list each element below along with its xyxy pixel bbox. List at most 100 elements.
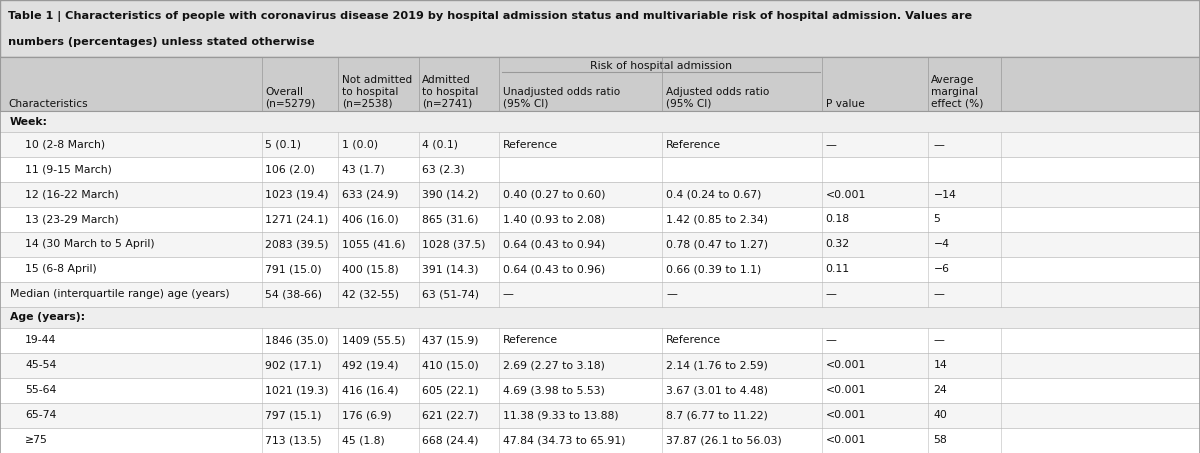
Text: 15 (6-8 April): 15 (6-8 April) (25, 264, 97, 275)
Text: 63 (2.3): 63 (2.3) (422, 164, 466, 175)
Text: 410 (15.0): 410 (15.0) (422, 360, 479, 371)
Bar (0, 328, 1200, 353)
Text: <0.001: <0.001 (826, 385, 866, 395)
Text: 176 (6.9): 176 (6.9) (342, 410, 391, 420)
Text: 58: 58 (934, 435, 947, 445)
Bar (0, 111, 1200, 132)
Text: 11 (9-15 March): 11 (9-15 March) (25, 164, 112, 175)
Text: 12 (16-22 March): 12 (16-22 March) (25, 189, 119, 200)
Text: 390 (14.2): 390 (14.2) (422, 189, 479, 200)
Text: 791 (15.0): 791 (15.0) (265, 264, 322, 275)
Text: 416 (16.4): 416 (16.4) (342, 385, 398, 395)
Text: 1028 (37.5): 1028 (37.5) (422, 239, 486, 250)
Text: 0.64 (0.43 to 0.94): 0.64 (0.43 to 0.94) (503, 239, 605, 250)
Text: 0.64 (0.43 to 0.96): 0.64 (0.43 to 0.96) (503, 264, 605, 275)
Bar (0, 0, 1200, 57)
Text: —: — (826, 140, 836, 150)
Text: 0.11: 0.11 (826, 264, 850, 275)
Text: 400 (15.8): 400 (15.8) (342, 264, 398, 275)
Text: 1021 (19.3): 1021 (19.3) (265, 385, 329, 395)
Text: 11.38 (9.33 to 13.88): 11.38 (9.33 to 13.88) (503, 410, 618, 420)
Text: 633 (24.9): 633 (24.9) (342, 189, 398, 200)
Text: <0.001: <0.001 (826, 360, 866, 371)
Text: Admitted
to hospital
(n=2741): Admitted to hospital (n=2741) (422, 75, 479, 109)
Text: 10 (2-8 March): 10 (2-8 March) (25, 140, 106, 150)
Text: —: — (934, 140, 944, 150)
Text: numbers (percentages) unless stated otherwise: numbers (percentages) unless stated othe… (8, 37, 316, 47)
Text: Adjusted odds ratio
(95% CI): Adjusted odds ratio (95% CI) (666, 87, 769, 109)
Text: 406 (16.0): 406 (16.0) (342, 214, 398, 225)
Text: 14: 14 (934, 360, 947, 371)
Text: 47.84 (34.73 to 65.91): 47.84 (34.73 to 65.91) (503, 435, 625, 445)
Text: 437 (15.9): 437 (15.9) (422, 335, 479, 346)
Text: —: — (934, 335, 944, 346)
Text: 13 (23-29 March): 13 (23-29 March) (25, 214, 119, 225)
Bar (0, 428, 1200, 453)
Text: ≥75: ≥75 (25, 435, 48, 445)
Text: 8.7 (6.77 to 11.22): 8.7 (6.77 to 11.22) (666, 410, 768, 420)
Text: —: — (503, 289, 514, 299)
Text: <0.001: <0.001 (826, 435, 866, 445)
Text: 4.69 (3.98 to 5.53): 4.69 (3.98 to 5.53) (503, 385, 605, 395)
Bar (0, 57, 1200, 111)
Bar (0, 403, 1200, 428)
Text: 5: 5 (934, 214, 941, 225)
Text: —: — (826, 289, 836, 299)
Text: 0.18: 0.18 (826, 214, 850, 225)
Text: 42 (32-55): 42 (32-55) (342, 289, 398, 299)
Text: Characteristics: Characteristics (8, 99, 88, 109)
Text: 797 (15.1): 797 (15.1) (265, 410, 322, 420)
Text: −14: −14 (934, 189, 956, 200)
Text: 2.69 (2.27 to 3.18): 2.69 (2.27 to 3.18) (503, 360, 605, 371)
Text: 0.40 (0.27 to 0.60): 0.40 (0.27 to 0.60) (503, 189, 605, 200)
Bar (0, 157, 1200, 182)
Text: 45 (1.8): 45 (1.8) (342, 435, 385, 445)
Text: 1409 (55.5): 1409 (55.5) (342, 335, 406, 346)
Text: —: — (934, 289, 944, 299)
Text: Reference: Reference (666, 335, 721, 346)
Text: 5 (0.1): 5 (0.1) (265, 140, 301, 150)
Text: Risk of hospital admission: Risk of hospital admission (589, 61, 732, 71)
Text: Not admitted
to hospital
(n=2538): Not admitted to hospital (n=2538) (342, 75, 413, 109)
Text: —: — (826, 335, 836, 346)
Text: 106 (2.0): 106 (2.0) (265, 164, 316, 175)
Text: 0.32: 0.32 (826, 239, 850, 250)
Text: 713 (13.5): 713 (13.5) (265, 435, 322, 445)
Text: P value: P value (826, 99, 864, 109)
Text: Median (interquartile range) age (years): Median (interquartile range) age (years) (10, 289, 229, 299)
Bar (0, 232, 1200, 257)
Text: −6: −6 (934, 264, 949, 275)
Text: 0.4 (0.24 to 0.67): 0.4 (0.24 to 0.67) (666, 189, 761, 200)
Text: 865 (31.6): 865 (31.6) (422, 214, 479, 225)
Bar (0, 182, 1200, 207)
Text: 1.42 (0.85 to 2.34): 1.42 (0.85 to 2.34) (666, 214, 768, 225)
Bar (0, 257, 1200, 282)
Text: 55-64: 55-64 (25, 385, 56, 395)
Text: 14 (30 March to 5 April): 14 (30 March to 5 April) (25, 239, 155, 250)
Text: 492 (19.4): 492 (19.4) (342, 360, 398, 371)
Text: 1023 (19.4): 1023 (19.4) (265, 189, 329, 200)
Text: Average
marginal
effect (%): Average marginal effect (%) (931, 75, 984, 109)
Text: 1846 (35.0): 1846 (35.0) (265, 335, 329, 346)
Text: 2.14 (1.76 to 2.59): 2.14 (1.76 to 2.59) (666, 360, 768, 371)
Text: 4 (0.1): 4 (0.1) (422, 140, 458, 150)
Text: 24: 24 (934, 385, 947, 395)
Text: 40: 40 (934, 410, 948, 420)
Bar (0, 353, 1200, 378)
Text: —: — (666, 289, 677, 299)
Text: Unadjusted odds ratio
(95% CI): Unadjusted odds ratio (95% CI) (503, 87, 620, 109)
Text: 1 (0.0): 1 (0.0) (342, 140, 378, 150)
Text: 1271 (24.1): 1271 (24.1) (265, 214, 329, 225)
Text: 668 (24.4): 668 (24.4) (422, 435, 479, 445)
Text: 54 (38-66): 54 (38-66) (265, 289, 322, 299)
Bar (0, 378, 1200, 403)
Text: 621 (22.7): 621 (22.7) (422, 410, 479, 420)
Text: 0.66 (0.39 to 1.1): 0.66 (0.39 to 1.1) (666, 264, 761, 275)
Text: −4: −4 (934, 239, 949, 250)
Text: Age (years):: Age (years): (10, 312, 85, 323)
Text: Week:: Week: (10, 116, 48, 127)
Text: 2083 (39.5): 2083 (39.5) (265, 239, 329, 250)
Text: Table 1 | Characteristics of people with coronavirus disease 2019 by hospital ad: Table 1 | Characteristics of people with… (8, 10, 972, 22)
Bar (0, 307, 1200, 328)
Bar (0, 132, 1200, 157)
